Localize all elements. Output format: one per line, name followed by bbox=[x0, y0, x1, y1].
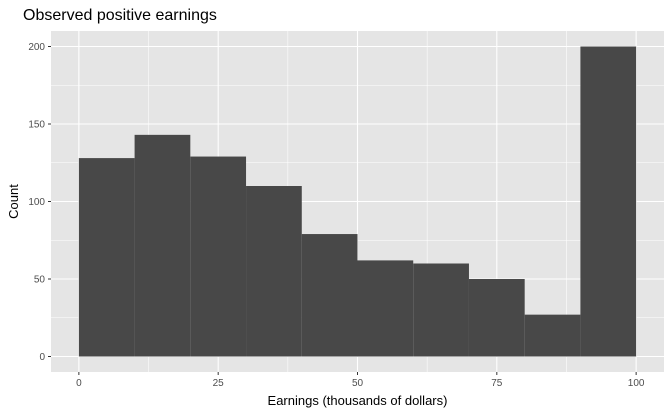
x-tick-label: 0 bbox=[76, 378, 82, 389]
histogram-bar-6 bbox=[413, 263, 469, 357]
histogram-bar-2 bbox=[190, 156, 247, 357]
y-tick-label: 150 bbox=[28, 120, 45, 131]
histogram-bar-9 bbox=[580, 46, 637, 357]
y-tick-label: 200 bbox=[28, 42, 45, 53]
y-tick-label: 0 bbox=[39, 352, 45, 363]
histogram-bar-7 bbox=[468, 279, 525, 357]
x-axis-title: Earnings (thousands of dollars) bbox=[268, 393, 448, 408]
histogram-bar-5 bbox=[357, 260, 414, 357]
x-axis: 0 25 50 75 100 bbox=[76, 372, 645, 389]
x-tick-label: 75 bbox=[491, 378, 503, 389]
y-axis: 0 50 100 150 200 bbox=[28, 42, 51, 363]
histogram-bar-8 bbox=[524, 314, 581, 357]
x-tick-label: 50 bbox=[352, 378, 364, 389]
x-tick-label: 100 bbox=[628, 378, 645, 389]
y-tick-label: 50 bbox=[34, 275, 46, 286]
histogram-bar-4 bbox=[301, 234, 358, 357]
histogram-bars bbox=[78, 46, 637, 357]
y-axis-title: Count bbox=[6, 184, 21, 219]
histogram-bar-0 bbox=[78, 158, 135, 357]
x-tick-label: 25 bbox=[213, 378, 225, 389]
histogram-bar-1 bbox=[134, 134, 191, 357]
histogram-bar-3 bbox=[246, 186, 302, 357]
chart-title: Observed positive earnings bbox=[23, 7, 217, 24]
y-tick-label: 100 bbox=[28, 197, 45, 208]
